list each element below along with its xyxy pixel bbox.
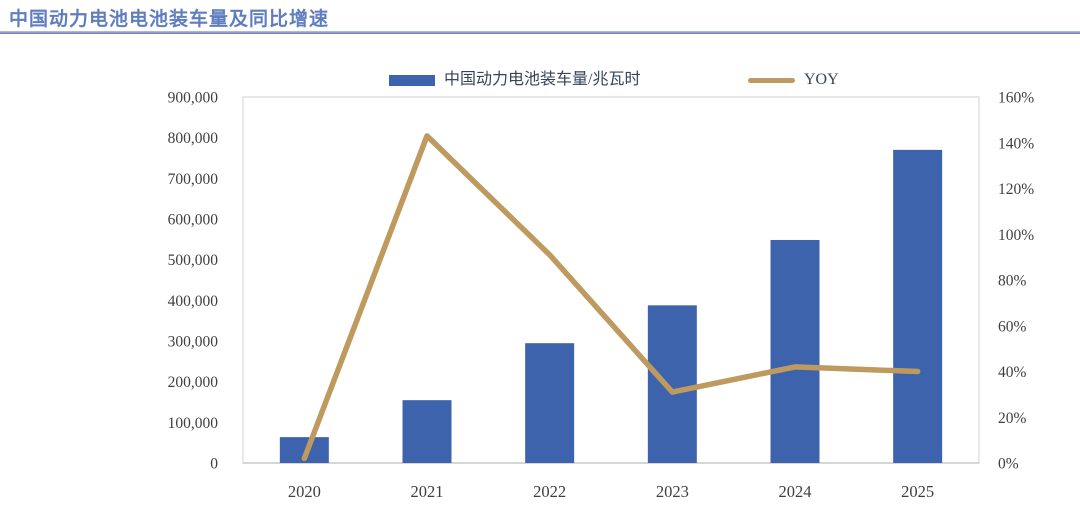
y-axis-left-tick-label: 800,000 — [168, 130, 219, 147]
legend-item-installations: 中国动力电池装车量/兆瓦时 — [389, 70, 640, 90]
x-axis-tick-label: 2025 — [901, 482, 934, 501]
y-axis-right-tick-label: 40% — [998, 364, 1027, 381]
yoy-line — [301, 133, 921, 462]
y-axis-right-tick-label: 60% — [998, 318, 1027, 335]
plot-area-border — [242, 96, 980, 464]
bar-series-swatch — [389, 74, 435, 86]
x-axis-tick-label: 2024 — [779, 482, 812, 501]
x-axis-tick-label: 2022 — [533, 482, 566, 501]
y-axis-left-tick-label: 300,000 — [168, 334, 219, 351]
y-axis-left-tick-label: 600,000 — [168, 212, 219, 229]
page-title: 中国动力电池电池装车量及同比增速 — [9, 9, 330, 30]
title-rule — [0, 31, 1080, 34]
legend-item-yoy: YOY — [748, 70, 839, 90]
x-axis-tick-label: 2020 — [288, 482, 321, 501]
y-axis-left-tick-label: 700,000 — [168, 171, 219, 188]
y-axis-right-tick-label: 140% — [998, 135, 1034, 152]
chart-legend: 中国动力电池装车量/兆瓦时 YOY — [0, 70, 1080, 90]
bar-2021 — [402, 400, 452, 463]
y-axis-right-tick-label: 0% — [998, 456, 1019, 473]
y-axis-left-tick-label: 100,000 — [168, 415, 219, 432]
y-axis-right-tick-label: 80% — [998, 273, 1027, 290]
y-axis-right-tick-label: 160% — [998, 90, 1034, 107]
y-axis-left-tick-label: 0 — [210, 456, 218, 473]
y-axis-right-tick-label: 100% — [998, 227, 1034, 244]
x-axis-tick-label: 2023 — [656, 482, 689, 501]
y-axis-left-tick-label: 900,000 — [168, 90, 219, 107]
bar-2025 — [893, 149, 943, 463]
x-axis-tick-label: 2021 — [411, 482, 444, 501]
y-axis-left-tick-label: 500,000 — [168, 252, 219, 269]
y-axis-right-tick-label: 20% — [998, 410, 1027, 427]
y-axis-left-tick-label: 400,000 — [168, 293, 219, 310]
bar-2023 — [647, 305, 697, 463]
y-axis-right-tick-label: 120% — [998, 181, 1034, 198]
legend-yoy-label: YOY — [804, 71, 839, 88]
y-axis-left-tick-label: 200,000 — [168, 374, 219, 391]
bar-2022 — [525, 343, 575, 463]
legend-bar-label: 中国动力电池装车量/兆瓦时 — [444, 71, 641, 88]
line-series-swatch — [748, 77, 795, 83]
bar-2024 — [770, 239, 820, 463]
